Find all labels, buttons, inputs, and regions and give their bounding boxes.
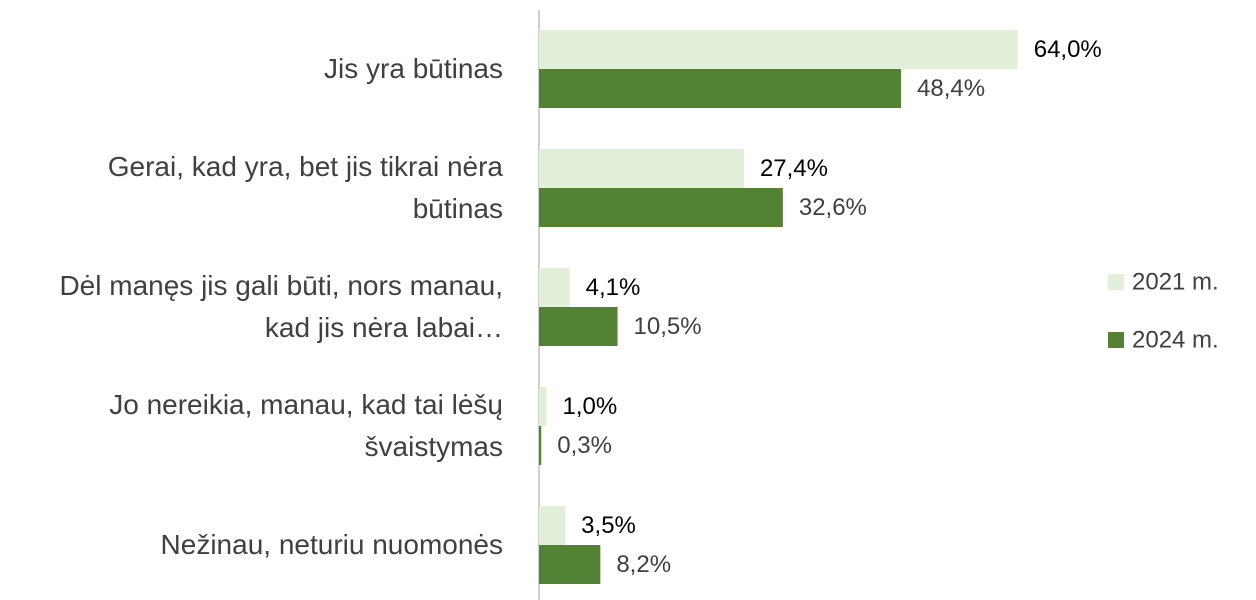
bar [539,69,902,108]
category-label: Jo nereikia, manau, kad tai lėšų švaisty… [23,376,503,476]
value-label: 8,2% [616,551,671,578]
value-label: 27,4% [760,155,828,182]
legend-swatch [1108,332,1124,348]
category-text: Dėl manęs jis gali būti, nors manau, kad… [59,270,503,343]
value-label: 4,1% [586,274,641,301]
bar [539,426,542,465]
value-label: 3,5% [581,512,636,539]
category-text: Jo nereikia, manau, kad tai lėšų švaisty… [109,389,503,462]
value-label: 0,3% [557,432,612,459]
value-label: 32,6% [799,194,867,221]
value-label: 48,4% [917,75,985,102]
category-text: Gerai, kad yra, bet jis tikrai nėra būti… [107,151,503,224]
bar [539,149,744,188]
value-label: 1,0% [562,393,617,420]
bar [539,387,547,426]
category-text: Jis yra būtinas [324,53,503,84]
category-label: Jis yra būtinas [23,19,503,119]
category-text: Nežinau, neturiu nuomonės [160,529,503,560]
category-label: Dėl manęs jis gali būti, nors manau, kad… [23,257,503,357]
category-label: Gerai, kad yra, bet jis tikrai nėra būti… [23,138,503,238]
bar [539,307,618,346]
bar [539,268,570,307]
bar [539,506,566,545]
value-label: 10,5% [634,313,702,340]
legend-label: 2024 m. [1132,326,1219,353]
legend-swatch [1108,274,1124,290]
bar [539,545,601,584]
bar [539,188,783,227]
value-label: 64,0% [1034,36,1102,63]
bar [539,30,1018,69]
category-label: Nežinau, neturiu nuomonės [23,495,503,595]
legend-label: 2021 m. [1132,268,1219,295]
